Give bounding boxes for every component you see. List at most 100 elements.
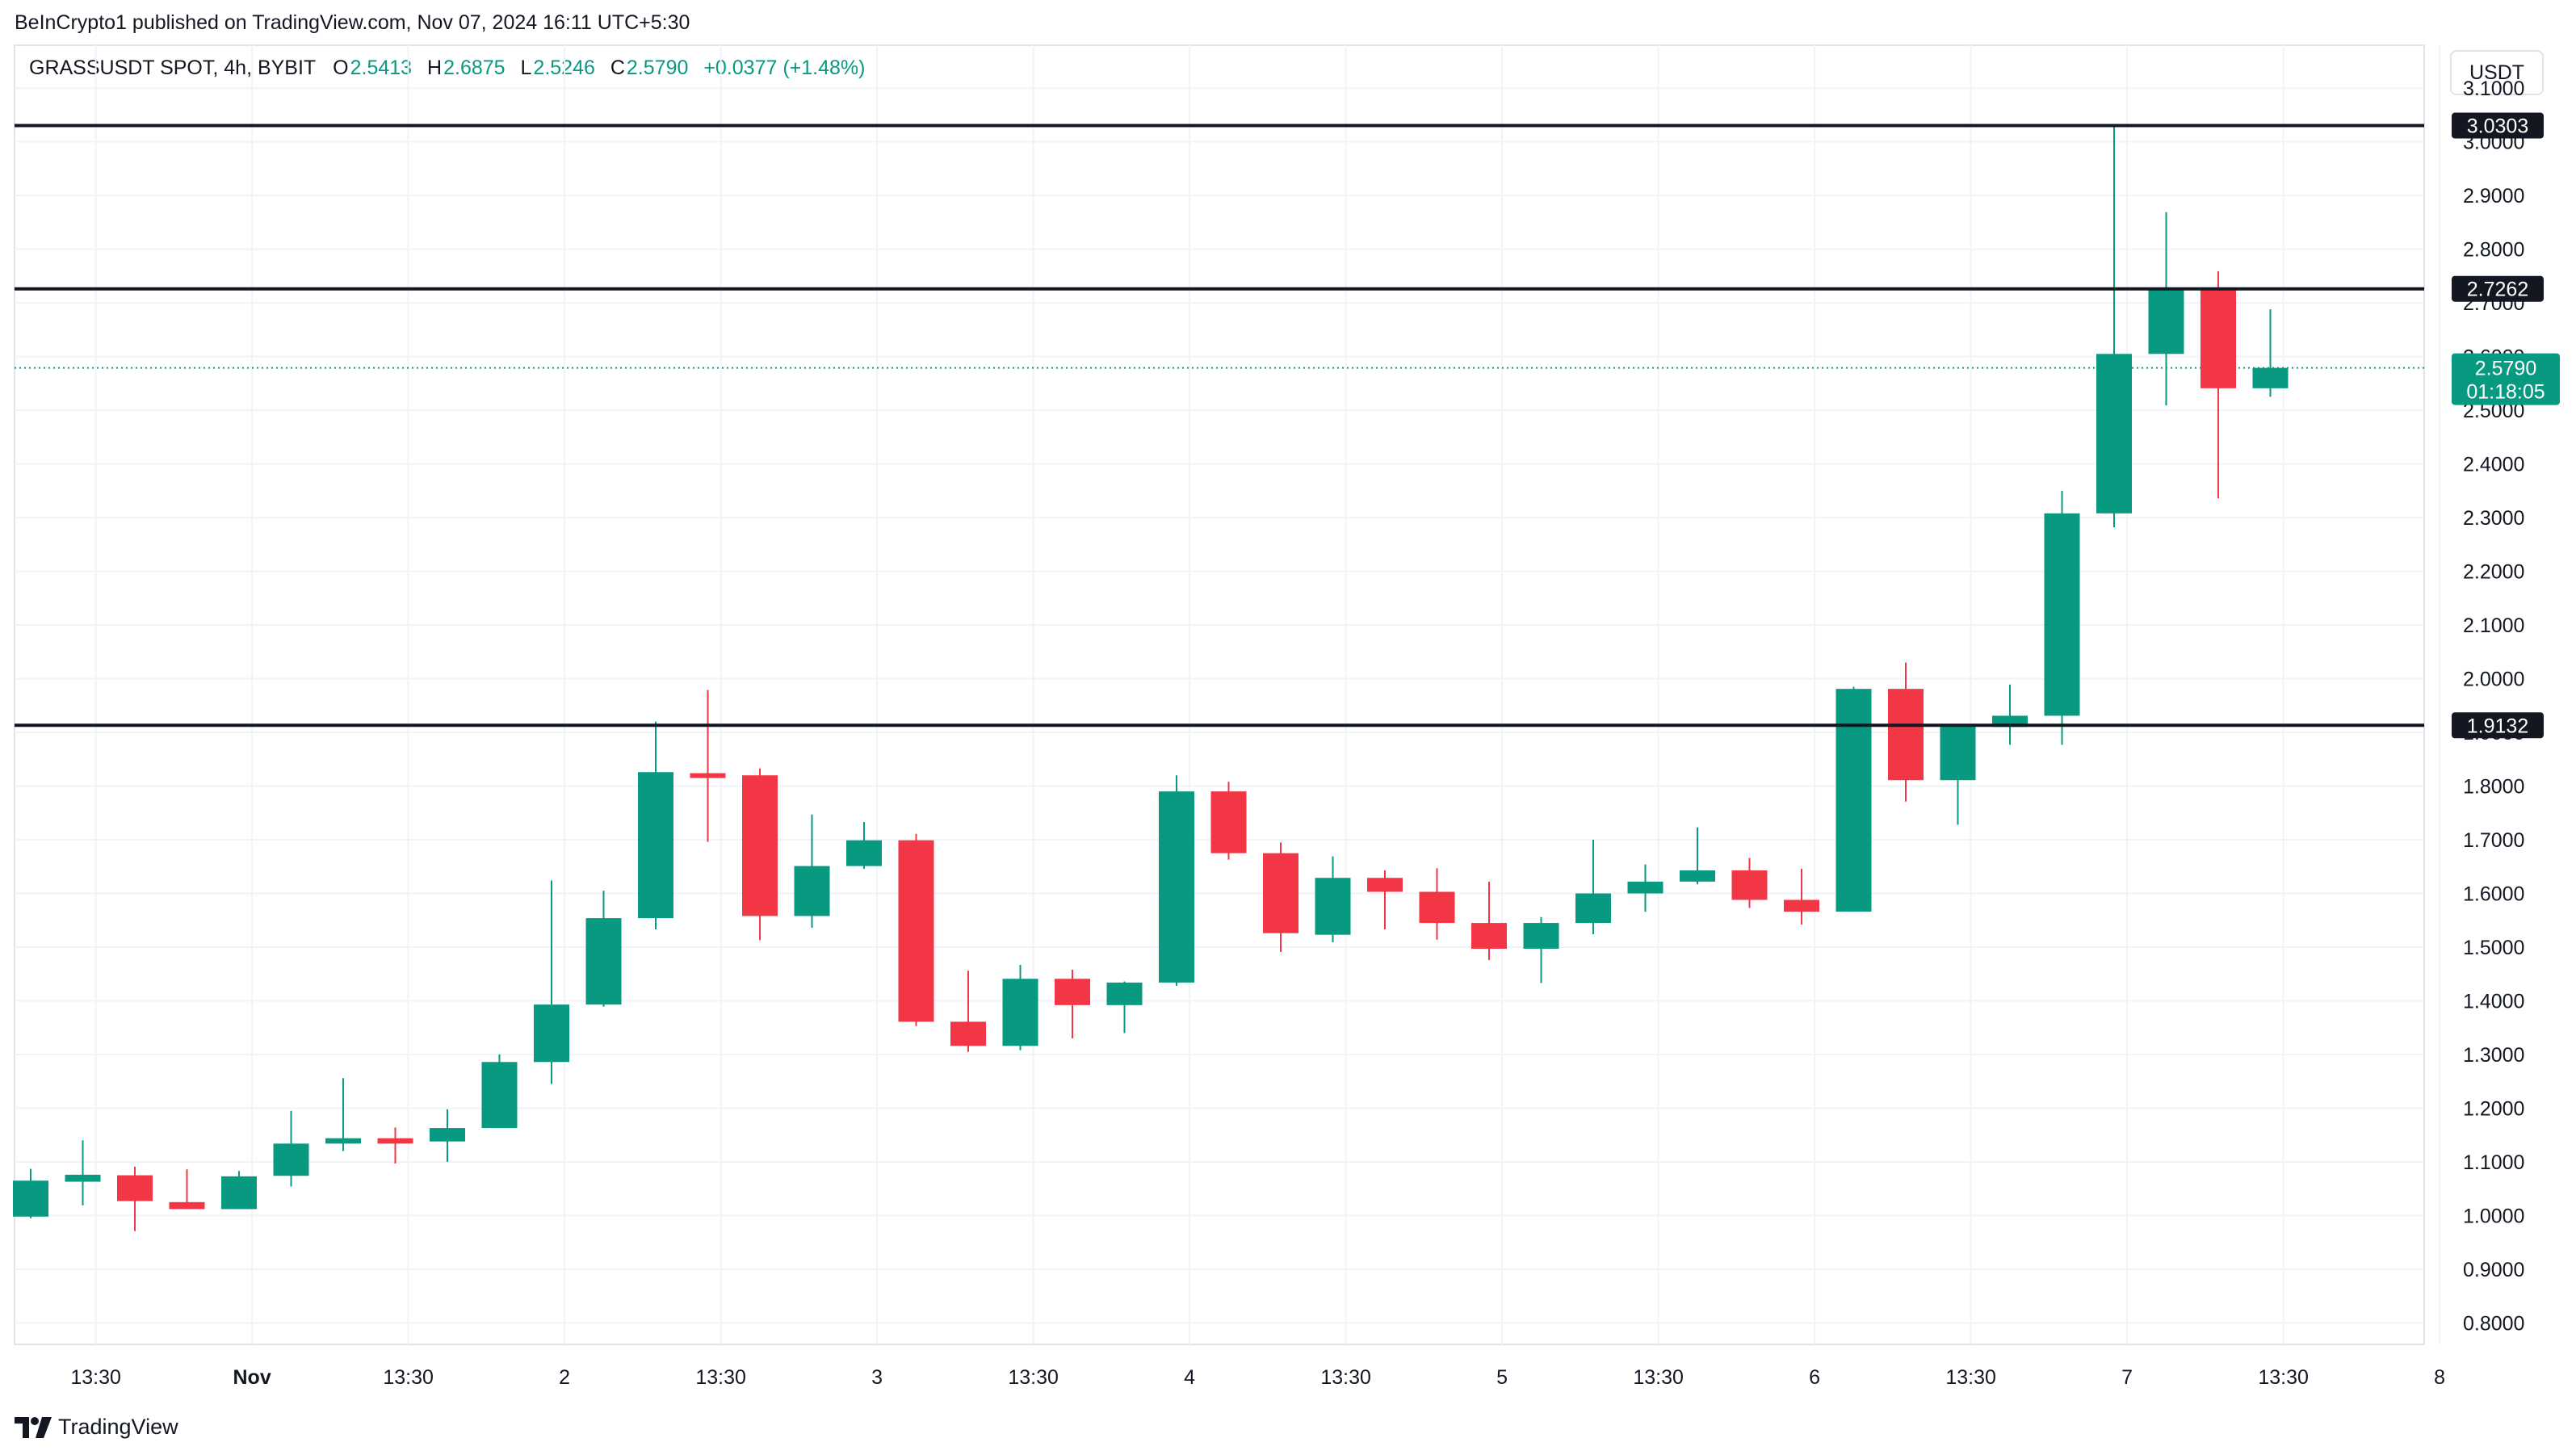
candle [430,1109,465,1162]
candle [1367,870,1403,930]
candle-body [377,1138,413,1144]
x-tick-label: 2 [559,1366,570,1389]
candle [1471,881,1507,960]
y-tick-label: 2.9000 [2463,185,2524,208]
candle [898,833,934,1026]
candle [325,1078,361,1151]
candle [117,1166,153,1231]
candle-body [2096,354,2132,514]
y-tick-label: 2.8000 [2463,239,2524,262]
candle-body [1002,979,1038,1046]
symbol-name[interactable]: GRASSUSDT SPOT, 4h, BYBIT [29,57,317,79]
candle-body [690,773,726,778]
candle-body [1471,923,1507,949]
candle [1888,662,1924,802]
y-tick-label: 1.3000 [2463,1044,2524,1067]
y-tick-label: 3.1000 [2463,78,2524,100]
candle [481,1054,518,1129]
open-label: O [333,57,349,79]
candle-body [846,840,882,866]
candle-body [1367,878,1403,892]
y-tick-label: 0.8000 [2463,1312,2524,1335]
candle [1523,916,1559,983]
x-tick-label: 5 [1496,1366,1508,1389]
level-price-tag [2452,112,2544,139]
candle-body [221,1176,257,1210]
y-tick-label: 1.0000 [2463,1205,2524,1227]
level-price-label: 1.9132 [2467,715,2528,737]
candle [1680,827,1715,885]
candle [1940,724,1976,825]
candle-body [1315,878,1351,935]
candle [1263,842,1298,952]
change-value: +0.0377 (+1.48%) [703,57,866,79]
level-price-tag [2452,712,2544,739]
x-tick-label: 3 [871,1366,883,1389]
candle-body [950,1021,986,1046]
candle [2044,490,2080,745]
candle-body [1575,893,1611,924]
candle-body [1210,791,1247,853]
open-value: 2.5413 [350,57,413,79]
candle-body [638,772,673,919]
level-price-label: 2.7262 [2467,279,2528,301]
candle [1002,964,1038,1050]
y-tick-label: 2.2000 [2463,561,2524,584]
candle-body [1263,853,1298,933]
candle [1419,868,1455,940]
candle-body [2148,288,2184,354]
plot-frame [14,44,2425,1345]
x-tick-label: 13:30 [70,1366,121,1389]
level-price-label: 3.0303 [2467,115,2528,138]
x-tick-label: 13:30 [1320,1366,1371,1389]
close-label: C [610,57,625,79]
candle [169,1169,205,1210]
candle [377,1127,413,1164]
candle-body [1940,724,1976,781]
high-label: H [427,57,443,79]
candle-body [430,1128,465,1142]
candle [13,1168,48,1218]
candle [221,1171,257,1210]
high-value: 2.6875 [443,57,506,79]
candle-body [742,775,778,916]
candle [273,1110,309,1187]
candle-body [1680,870,1715,882]
candle [534,880,569,1084]
y-tick-label: 2.0000 [2463,669,2524,691]
last-price-tag [2452,353,2560,405]
currency-button[interactable]: USDT [2450,50,2544,95]
candle-body [1523,923,1559,949]
candle [794,814,830,929]
published-info: BeInCrypto1 published on TradingView.com… [15,11,690,34]
candle [1836,686,1872,912]
candle-body [585,918,622,1005]
candle-body [1627,881,1663,894]
candle [1575,840,1611,935]
y-tick-label: 1.5000 [2463,937,2524,959]
candle [585,891,622,1007]
last-price-label: 2.5790 [2475,358,2536,380]
candle-body [1419,891,1455,924]
candle [2201,270,2236,499]
candle [1784,868,1819,925]
candle [742,768,778,941]
x-tick-label: 8 [2434,1366,2445,1389]
symbol-legend: GRASSUSDT SPOT, 4h, BYBIT O2.5413 H2.687… [29,57,875,80]
y-tick-label: 0.9000 [2463,1259,2524,1281]
candle-body [2252,367,2289,388]
candle-body [273,1143,309,1176]
x-tick-label: 4 [1184,1366,1195,1389]
x-tick-label: 13:30 [695,1366,746,1389]
candle-body [325,1138,361,1144]
candle [690,690,726,842]
y-tick-label: 2.1000 [2463,614,2524,637]
candle-body [481,1062,518,1129]
candle-body [13,1180,48,1217]
candle [65,1140,101,1206]
candle [638,721,673,930]
candle [2252,309,2289,397]
low-label: L [520,57,532,79]
y-tick-label: 1.8000 [2463,776,2524,799]
